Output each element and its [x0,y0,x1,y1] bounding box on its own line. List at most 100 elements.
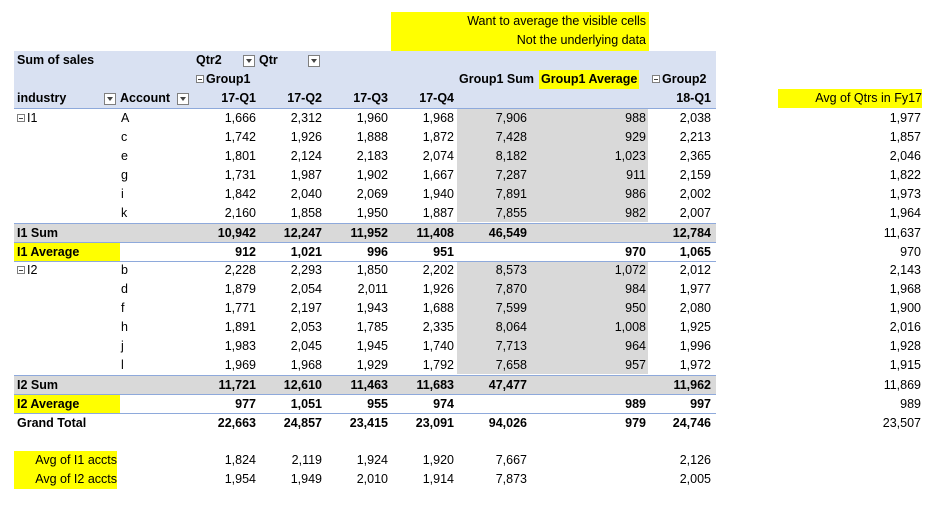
value-18q1-cell: 2,038 [679,111,711,125]
collapse-icon[interactable] [652,74,660,83]
avg-fy17-cell: 1,822 [889,168,921,182]
value-cell: 1,740 [422,339,454,353]
table-row: d 1,879 2,054 2,011 1,926 7,870 984 1,977 1,968 [14,280,921,299]
account-label: j [121,339,124,353]
value-cell: 1,902 [356,168,388,182]
group1-average-cell: 989 [625,397,646,411]
industry-filter-dropdown[interactable] [104,93,116,105]
value-cell: 1,771 [224,301,256,315]
group2-header[interactable]: Group2 [652,72,706,86]
value-cell: 1,824 [224,453,256,467]
account-header: Account [120,91,170,105]
value-18q1-cell: 11,962 [673,378,711,392]
group1-average-cell: 970 [625,245,646,259]
group1-sum-cell: 7,891 [495,187,527,201]
qtr2-filter-dropdown[interactable] [243,55,255,67]
group1-sum-cell: 47,477 [488,378,527,392]
col-17q1-header: 17-Q1 [221,91,256,105]
subtotal-label: I1 Sum [17,226,58,240]
row-divider [14,261,716,262]
value-cell: 1,785 [356,320,388,334]
value-cell: 1,960 [356,111,388,125]
value-cell: 12,610 [283,378,322,392]
group1-average-cell: 957 [625,358,646,372]
group1-average-cell: 911 [626,168,646,182]
group1-sum-cell [458,395,527,414]
value-cell: 1,842 [224,187,256,201]
value-cell: 1,872 [422,130,454,144]
group1-sum-cell: 8,064 [495,320,527,334]
value-cell: 1,666 [224,111,256,125]
group1-average-cell: 1,072 [614,263,646,277]
value-cell: 11,952 [350,226,388,240]
value-cell: 2,197 [290,301,322,315]
average-row: I2 Average 977 1,051 955 974 989 997 989 [14,395,921,414]
value-cell: 2,202 [422,263,454,277]
value-cell: 2,053 [290,320,322,334]
group1-sum-cell [458,243,527,262]
group1-sum-cell: 7,713 [495,339,527,353]
avg-fy17-cell: 2,046 [889,149,921,163]
extra-avg-label: Avg of I1 accts [14,451,117,470]
sum-of-sales-label: Sum of sales [17,53,95,67]
value-cell: 1,954 [224,472,256,486]
industry-label[interactable]: I1 [17,109,37,128]
avg-fy17-cell: 970 [900,245,921,259]
group1-sum-cell: 7,855 [495,206,527,220]
average-row: I1 Average 912 1,021 996 951 970 1,065 970 [14,243,921,262]
group1-sum-cell: 7,906 [495,111,527,125]
account-label: f [121,301,125,315]
table-row: h 1,891 2,053 1,785 2,335 8,064 1,008 1,925 2,01… [14,318,921,337]
avg-fy17-cell: 1,928 [889,339,921,353]
value-cell: 2,335 [422,320,454,334]
account-filter-dropdown[interactable] [177,93,189,105]
value-cell: 1,950 [356,206,388,220]
grand-total-label: Grand Total [17,416,87,430]
group1-average-cell: 984 [625,282,646,296]
qtr-filter-dropdown[interactable] [308,55,320,67]
account-label: h [121,320,128,334]
average-label: I1 Average [14,243,120,262]
group1-average-cell: 979 [625,416,646,430]
value-18q1-cell: 1,925 [679,320,711,334]
value-cell: 10,942 [217,226,256,240]
row-divider [14,242,716,243]
value-cell: 1,968 [290,358,322,372]
group1-sum-cell: 7,667 [495,453,527,467]
industry-label[interactable]: I2 [17,261,37,280]
value-18q1-cell: 2,365 [679,149,711,163]
value-cell: 951 [433,245,454,259]
value-18q1-cell: 12,784 [672,226,711,240]
group1-header[interactable]: Group1 [196,72,250,86]
value-cell: 2,228 [224,263,256,277]
value-cell: 996 [367,245,388,259]
avg-fy17-cell: 1,857 [889,130,921,144]
value-cell: 1,021 [290,245,322,259]
value-cell: 23,415 [349,416,388,430]
value-18q1-cell: 2,002 [679,187,711,201]
value-18q1-cell: 1,065 [679,245,711,259]
group1-sum-header: Group1 Sum [459,72,535,86]
value-cell: 1,924 [356,453,388,467]
group1-label: Group1 [206,72,251,86]
row-divider [14,223,716,224]
avg-fy17-header: Avg of Qtrs in Fy17 [778,89,922,108]
avg-fy17-cell: 1,973 [889,187,921,201]
account-label: i [121,187,124,201]
collapse-icon[interactable] [17,265,25,274]
value-18q1-cell: 997 [690,397,711,411]
avg-fy17-cell: 1,900 [889,301,921,315]
value-18q1-cell: 2,126 [679,453,711,467]
value-cell: 912 [235,245,256,259]
collapse-icon[interactable] [17,113,25,122]
table-row: l 1,969 1,968 1,929 1,792 7,658 957 1,972 1,915 [14,356,921,375]
value-cell: 1,914 [422,472,454,486]
table-row: f 1,771 2,197 1,943 1,688 7,599 950 2,080 1,900 [14,299,921,318]
group1-sum-cell: 7,599 [495,301,527,315]
value-cell: 1,929 [356,358,388,372]
value-cell: 2,054 [290,282,322,296]
value-18q1-cell: 1,972 [679,358,711,372]
group1-average-cell: 982 [625,206,646,220]
collapse-icon[interactable] [196,74,204,83]
value-cell: 1,940 [422,187,454,201]
